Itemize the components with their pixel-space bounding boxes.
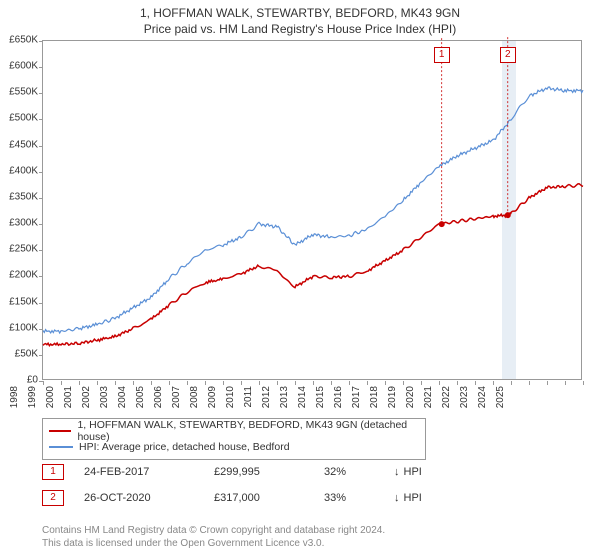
x-tick	[349, 381, 350, 385]
x-tick	[493, 381, 494, 385]
y-axis-label: £600K	[0, 61, 38, 72]
transaction-diff: ↓ HPI	[394, 466, 434, 478]
arrow-down-icon: ↓	[394, 492, 400, 504]
legend-label: 1, HOFFMAN WALK, STEWARTBY, BEDFORD, MK4…	[77, 419, 419, 443]
y-axis-label: £650K	[0, 35, 38, 46]
x-tick	[97, 381, 98, 385]
y-axis-label: £450K	[0, 139, 38, 150]
marker-label-box: 1	[434, 47, 450, 63]
y-axis-label: £150K	[0, 296, 38, 307]
x-tick	[475, 381, 476, 385]
x-tick	[187, 381, 188, 385]
y-axis-label: £250K	[0, 244, 38, 255]
transaction-date: 26-OCT-2020	[84, 492, 214, 504]
x-tick	[61, 381, 62, 385]
chart-title-line2: Price paid vs. HM Land Registry's House …	[0, 22, 600, 36]
x-tick	[151, 381, 152, 385]
x-tick	[277, 381, 278, 385]
legend-swatch	[49, 446, 73, 448]
x-tick	[457, 381, 458, 385]
x-tick	[367, 381, 368, 385]
x-tick	[259, 381, 260, 385]
x-tick	[205, 381, 206, 385]
transaction-pct: 33%	[324, 492, 394, 504]
y-axis-label: £100K	[0, 322, 38, 333]
legend: 1, HOFFMAN WALK, STEWARTBY, BEDFORD, MK4…	[42, 418, 426, 460]
x-tick	[403, 381, 404, 385]
x-axis-label: 2025	[495, 386, 600, 408]
transaction-price: £299,995	[214, 466, 324, 478]
x-tick	[223, 381, 224, 385]
transaction-diff-label: HPI	[404, 466, 422, 478]
x-tick	[79, 381, 80, 385]
y-axis-label: £50K	[0, 348, 38, 359]
arrow-down-icon: ↓	[394, 466, 400, 478]
y-axis-label: £350K	[0, 191, 38, 202]
x-tick	[421, 381, 422, 385]
transaction-row: 1 24-FEB-2017£299,99532%↓ HPI	[42, 464, 434, 480]
transaction-marker-box: 1	[42, 464, 64, 480]
y-axis-label: £300K	[0, 218, 38, 229]
legend-row: 1, HOFFMAN WALK, STEWARTBY, BEDFORD, MK4…	[49, 423, 419, 439]
transaction-date: 24-FEB-2017	[84, 466, 214, 478]
chart-title-block: 1, HOFFMAN WALK, STEWARTBY, BEDFORD, MK4…	[0, 0, 600, 36]
y-axis-label: £200K	[0, 270, 38, 281]
y-axis-label: £400K	[0, 165, 38, 176]
series-line	[43, 87, 583, 333]
x-tick	[43, 381, 44, 385]
x-tick	[241, 381, 242, 385]
x-tick	[583, 381, 584, 385]
x-tick	[529, 381, 530, 385]
transaction-pct: 32%	[324, 466, 394, 478]
chart-plot-area: 12	[42, 40, 582, 380]
x-tick	[169, 381, 170, 385]
chart-title-line1: 1, HOFFMAN WALK, STEWARTBY, BEDFORD, MK4…	[0, 6, 600, 20]
transaction-price: £317,000	[214, 492, 324, 504]
x-tick	[133, 381, 134, 385]
y-axis-label: £550K	[0, 87, 38, 98]
transaction-diff: ↓ HPI	[394, 492, 434, 504]
transaction-row: 2 26-OCT-2020£317,00033%↓ HPI	[42, 490, 434, 506]
legend-swatch	[49, 430, 71, 432]
marker-label-box: 2	[500, 47, 516, 63]
x-tick	[439, 381, 440, 385]
footnote-line2: This data is licensed under the Open Gov…	[42, 537, 385, 550]
x-tick	[313, 381, 314, 385]
legend-label: HPI: Average price, detached house, Bedf…	[79, 441, 290, 453]
x-tick	[547, 381, 548, 385]
y-axis-label: £500K	[0, 113, 38, 124]
transaction-diff-label: HPI	[404, 492, 422, 504]
x-tick	[511, 381, 512, 385]
series-line	[43, 184, 583, 346]
x-tick	[295, 381, 296, 385]
x-tick	[115, 381, 116, 385]
x-tick	[385, 381, 386, 385]
x-tick	[331, 381, 332, 385]
transaction-marker-box: 2	[42, 490, 64, 506]
footnote-line1: Contains HM Land Registry data © Crown c…	[42, 524, 385, 537]
chart-svg	[43, 41, 583, 381]
x-tick	[565, 381, 566, 385]
footnote: Contains HM Land Registry data © Crown c…	[42, 524, 385, 550]
y-axis-label: £0	[0, 375, 38, 386]
